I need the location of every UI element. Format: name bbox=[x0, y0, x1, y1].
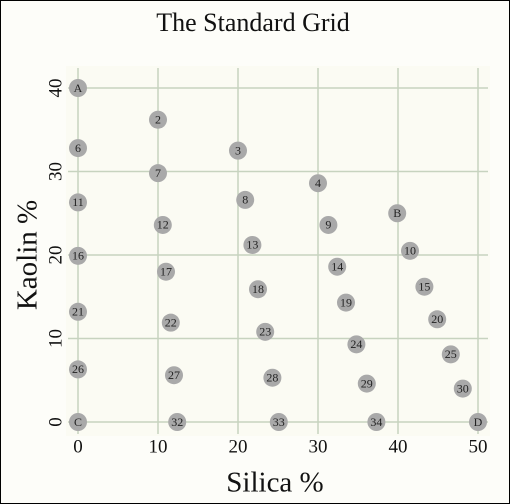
point-label: 4 bbox=[315, 176, 321, 190]
point bbox=[236, 190, 255, 209]
x-tick-label: 40 bbox=[389, 436, 408, 457]
point-label: 22 bbox=[165, 315, 177, 329]
point bbox=[415, 277, 434, 296]
point bbox=[153, 215, 172, 234]
point bbox=[256, 322, 275, 341]
x-tick-label: 30 bbox=[309, 436, 328, 457]
y-tick-label: 10 bbox=[45, 329, 66, 348]
point bbox=[69, 413, 87, 431]
point-label: 8 bbox=[242, 193, 248, 207]
point bbox=[263, 368, 282, 387]
point-label: 18 bbox=[252, 282, 264, 296]
point bbox=[309, 174, 327, 193]
x-tick-label: 10 bbox=[149, 436, 168, 457]
point bbox=[229, 141, 247, 160]
point bbox=[388, 204, 407, 223]
point-label: 21 bbox=[72, 305, 84, 319]
x-tick-label: 50 bbox=[469, 436, 488, 457]
point bbox=[357, 374, 376, 393]
point bbox=[149, 110, 167, 129]
point-label: 25 bbox=[445, 347, 457, 361]
point bbox=[69, 79, 87, 97]
point-label: 12 bbox=[157, 218, 169, 232]
x-tick-label: 20 bbox=[229, 436, 248, 457]
point-label: 13 bbox=[246, 238, 258, 252]
point-label: 9 bbox=[325, 218, 331, 232]
point-label: 24 bbox=[350, 337, 362, 351]
point bbox=[69, 246, 87, 265]
point-label: 7 bbox=[155, 166, 161, 180]
point-label: B bbox=[393, 206, 401, 220]
chart-title: The Standard Grid bbox=[156, 8, 350, 37]
point-label: C bbox=[74, 415, 82, 429]
point-label: 27 bbox=[168, 368, 180, 382]
point bbox=[453, 379, 472, 398]
point-label: 11 bbox=[72, 195, 84, 209]
x-axis-label: Silica % bbox=[226, 467, 323, 499]
y-axis-label: Kaolin % bbox=[12, 200, 44, 310]
point-label: 2 bbox=[155, 112, 161, 126]
point-label: 30 bbox=[457, 381, 469, 395]
point-label: D bbox=[474, 415, 483, 429]
point bbox=[69, 360, 87, 379]
point bbox=[149, 164, 167, 183]
point bbox=[249, 280, 267, 299]
point-label: 28 bbox=[266, 370, 278, 384]
point-label: 23 bbox=[259, 325, 271, 339]
point bbox=[337, 293, 355, 312]
point bbox=[401, 241, 419, 260]
y-tick-label: 30 bbox=[45, 162, 66, 181]
point-label: 26 bbox=[72, 362, 84, 376]
point bbox=[441, 345, 460, 364]
point bbox=[243, 235, 262, 254]
point bbox=[469, 413, 487, 431]
point-label: 3 bbox=[235, 143, 241, 157]
point bbox=[428, 310, 447, 329]
point-label: 17 bbox=[160, 264, 172, 278]
point-label: 29 bbox=[361, 376, 373, 390]
y-tick-label: 0 bbox=[45, 417, 66, 427]
point bbox=[161, 313, 180, 332]
point-label: 19 bbox=[340, 295, 352, 309]
point bbox=[328, 257, 347, 276]
point-label: 10 bbox=[404, 244, 416, 258]
point-label: 14 bbox=[331, 259, 343, 273]
point-label: 15 bbox=[418, 279, 430, 293]
point-label: A bbox=[74, 81, 83, 95]
point-label: 33 bbox=[273, 415, 285, 429]
point bbox=[165, 366, 183, 385]
point bbox=[168, 413, 187, 431]
point-label: 34 bbox=[370, 415, 382, 429]
point bbox=[347, 335, 366, 354]
y-tick-label: 40 bbox=[45, 79, 66, 98]
point bbox=[269, 413, 288, 431]
point bbox=[367, 413, 386, 431]
point-label: 16 bbox=[72, 249, 84, 263]
point-label: 6 bbox=[75, 141, 81, 155]
y-tick-label: 20 bbox=[45, 246, 66, 265]
point-label: 32 bbox=[171, 415, 183, 429]
point bbox=[319, 215, 338, 234]
point bbox=[69, 139, 87, 158]
point bbox=[69, 193, 87, 212]
point-label: 20 bbox=[431, 312, 443, 326]
point bbox=[157, 262, 175, 281]
x-tick-label: 0 bbox=[73, 436, 83, 457]
point bbox=[69, 302, 87, 321]
